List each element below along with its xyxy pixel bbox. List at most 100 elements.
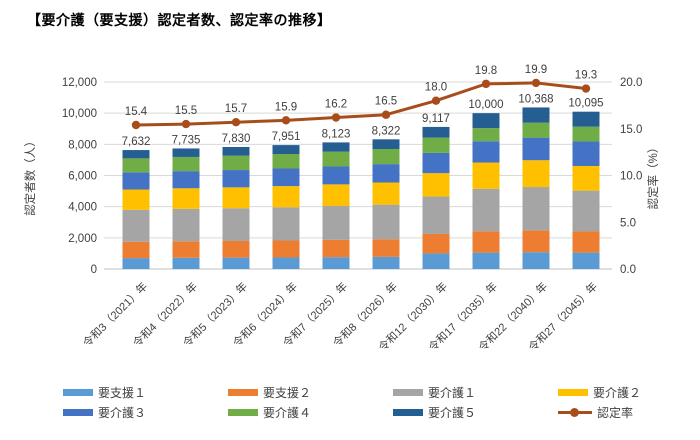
line-value-label: 18.0 <box>425 82 447 94</box>
legend-label: 要支援２ <box>263 385 312 400</box>
bar-segment <box>322 166 350 185</box>
y2-axis-tick-label: 5.0 <box>620 217 636 229</box>
bar-segment <box>372 204 400 240</box>
legend-swatch <box>63 388 93 396</box>
bar-segment <box>122 241 150 259</box>
bar-segment <box>372 256 400 269</box>
bar-segment <box>522 107 550 123</box>
bar-value-label: 8,123 <box>322 128 351 140</box>
bar-segment <box>522 230 550 253</box>
bar-segment <box>122 209 150 242</box>
bar-segment <box>572 165 600 191</box>
bar-segment <box>372 139 400 150</box>
bar-value-label: 7,632 <box>122 136 151 148</box>
legend-swatch <box>228 408 258 416</box>
y2-axis-title: 認定率（%） <box>646 142 660 210</box>
legend-item: 要支援２ <box>228 385 312 400</box>
bar-value-label: 7,830 <box>222 133 251 145</box>
trend-point <box>231 118 241 127</box>
bar-segment <box>272 207 300 241</box>
bar-segment <box>522 187 550 231</box>
trend-line <box>135 81 587 127</box>
chart-title: 【要介護（要支援）認定者数、認定率の推移】 <box>27 12 332 28</box>
bar-segment <box>372 164 400 183</box>
legend-line-marker <box>558 407 592 417</box>
trend-point <box>531 78 541 88</box>
bar-segment <box>472 141 500 163</box>
bar-value-label: 10,000 <box>468 99 503 111</box>
bar-segment <box>172 171 200 189</box>
bar-value-label: 10,368 <box>518 93 553 105</box>
bar-segment <box>472 162 500 189</box>
legend-label: 要介護１ <box>428 385 477 400</box>
bar-segment <box>272 257 300 269</box>
y-axis-tick-label: 10,000 <box>62 108 97 120</box>
line-value-label: 15.9 <box>275 101 297 113</box>
bar-segment <box>122 258 150 269</box>
line-value-label: 15.5 <box>175 105 197 117</box>
bar-segment <box>472 252 500 269</box>
y-axis-tick-label: 0 <box>91 264 97 276</box>
line-value-label: 16.5 <box>375 96 397 108</box>
bar-segment <box>272 145 300 154</box>
line-value-label: 19.9 <box>525 64 547 76</box>
legend-label: 要介護４ <box>263 405 312 420</box>
bar-segment <box>422 253 450 269</box>
trend-point <box>581 84 591 93</box>
trend-point <box>331 113 341 122</box>
legend-swatch <box>63 408 93 416</box>
bar-segment <box>422 233 450 254</box>
bar-segment <box>222 146 250 156</box>
bar-segment <box>472 231 500 253</box>
bar-segment <box>522 122 550 138</box>
bar-segment <box>372 149 400 165</box>
y2-axis-tick-label: 15.0 <box>620 124 642 136</box>
bar-segment <box>572 231 600 253</box>
trend-point <box>281 116 291 125</box>
legend-swatch <box>393 408 423 416</box>
bar-segment <box>472 113 500 129</box>
bar-value-label: 7,735 <box>172 134 201 146</box>
legend-label: 要介護３ <box>98 405 147 420</box>
bar-segment <box>422 137 450 153</box>
bar-segment <box>122 158 150 173</box>
bar-segment <box>272 168 300 187</box>
legend-item: 要介護１ <box>393 385 477 400</box>
legend-item: 認定率 <box>558 405 634 420</box>
legend-item: 要介護５ <box>393 405 476 420</box>
bar-segment <box>322 142 350 152</box>
bar-segment <box>222 155 250 171</box>
bar-segment <box>122 172 150 190</box>
legend-label: 要介護２ <box>593 385 642 400</box>
bar-segment <box>572 141 600 166</box>
bar-segment <box>322 206 350 240</box>
bar-segment <box>322 151 350 167</box>
bar-segment <box>472 188 500 232</box>
line-value-label: 15.4 <box>125 106 148 118</box>
bar-segment <box>272 153 300 169</box>
legend-item: 要介護３ <box>63 405 147 420</box>
y2-axis-tick-label: 20.0 <box>620 77 642 89</box>
legend-label: 認定率 <box>597 405 634 420</box>
legend-label: 要支援１ <box>98 385 147 400</box>
y-axis-tick-label: 2,000 <box>68 233 97 245</box>
bar-segment <box>322 257 350 269</box>
y-axis-tick-label: 4,000 <box>68 202 97 214</box>
bar-segment <box>222 208 250 241</box>
trend-point <box>181 119 191 129</box>
bar-segment <box>522 160 550 188</box>
bar-segment <box>572 126 600 142</box>
trend-point <box>131 120 141 130</box>
bar-segment <box>322 184 350 207</box>
bar-segment <box>572 190 600 232</box>
bar-segment <box>422 173 450 197</box>
bar-segment <box>122 150 150 159</box>
legend-item: 要介護２ <box>558 385 642 400</box>
line-value-label: 16.2 <box>325 99 347 111</box>
bar-segment <box>472 128 500 142</box>
bar-segment <box>222 187 250 209</box>
bar-segment <box>372 182 400 205</box>
bar-segment <box>272 186 300 208</box>
bar-segment <box>172 156 200 172</box>
